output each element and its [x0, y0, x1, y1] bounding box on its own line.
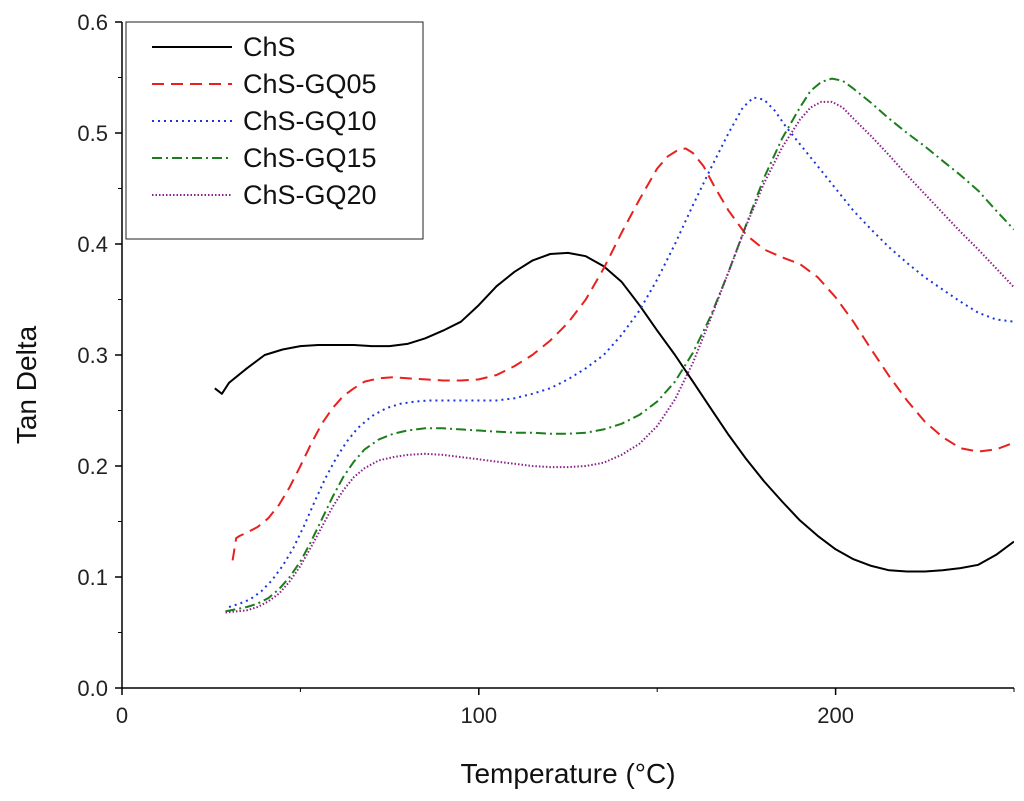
legend-label-chs-gq15: ChS-GQ15: [243, 143, 377, 173]
legend-items: ChS ChS-GQ05 ChS-GQ10 ChS-GQ15 ChS-GQ20: [152, 32, 377, 210]
legend-label-chs-gq20: ChS-GQ20: [243, 180, 377, 210]
series-lines: [214, 77, 1014, 614]
axis-ticks: 0.0 0.1 0.2 0.3 0.4 0.5 0.6 0 100 200: [77, 10, 1015, 728]
series-line-chs-gq10: [228, 96, 1014, 608]
series-line-chs-gq20: [225, 100, 1014, 614]
y-tick-label: 0.6: [77, 10, 108, 35]
y-tick-label: 0.1: [77, 565, 108, 590]
y-tick-label: 0.4: [77, 232, 108, 257]
series-line-chs-gq15: [225, 77, 1014, 613]
legend-label-chs: ChS: [243, 32, 296, 62]
legend-label-chs-gq10: ChS-GQ10: [243, 106, 377, 136]
legend-box: [125, 21, 424, 240]
x-axis-title: Temperature (°C): [460, 758, 675, 789]
y-axis-title: Tan Delta: [11, 325, 42, 444]
x-tick-label: 100: [460, 703, 497, 728]
y-tick-label: 0.2: [77, 454, 108, 479]
x-tick-label: 200: [817, 703, 854, 728]
y-tick-label: 0.5: [77, 121, 108, 146]
series-line-chs: [214, 251, 1014, 573]
series-line-chs-gq05: [231, 147, 1014, 561]
y-tick-label: 0.3: [77, 343, 108, 368]
y-tick-label: 0.0: [77, 676, 108, 701]
x-tick-label: 0: [116, 703, 128, 728]
legend-label-chs-gq05: ChS-GQ05: [243, 69, 377, 99]
legend: ChS ChS-GQ05 ChS-GQ10 ChS-GQ15 ChS-GQ20: [125, 21, 424, 240]
